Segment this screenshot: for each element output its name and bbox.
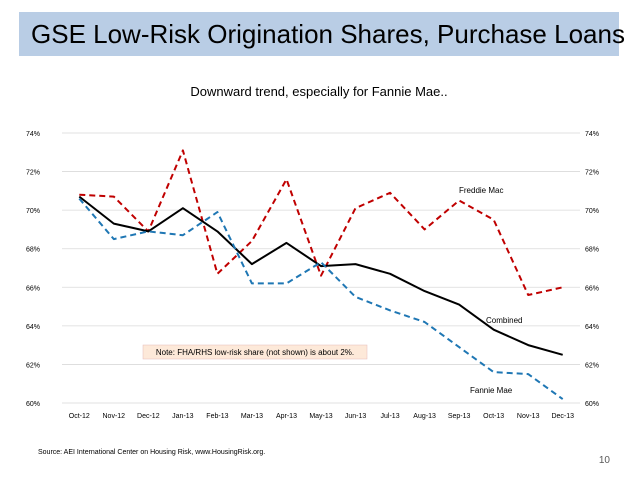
right-axis-ticks: 60% 62% 64% 66% 68% 70% 72% 74% [585, 131, 599, 408]
right-tick-label: 70% [585, 208, 599, 215]
left-tick-label: 70% [26, 208, 40, 215]
label-freddie-mac: Freddie Mac [459, 186, 503, 195]
x-tick-label: Jun-13 [345, 413, 367, 420]
series-line-combined [78, 195, 563, 356]
x-tick-label: Mar-13 [241, 413, 263, 420]
label-combined: Combined [486, 316, 522, 325]
left-tick-label: 72% [26, 170, 40, 177]
x-tick-label: Nov-13 [517, 413, 540, 420]
x-axis-ticks: Oct-12 Nov-12 Dec-12 Jan-13 Feb-13 Mar-13 Apr-… [69, 413, 574, 420]
x-tick-label: Jul-13 [381, 413, 400, 420]
left-tick-label: 62% [26, 362, 40, 369]
left-tick-label: 74% [26, 131, 40, 138]
source-note: Source: AEI International Center on Hous… [38, 449, 266, 456]
x-tick-label: Aug-13 [413, 413, 436, 420]
x-tick-label: Feb-13 [206, 413, 228, 420]
x-tick-label: Dec-12 [137, 413, 160, 420]
page-number: 10 [598, 455, 610, 466]
x-tick-label: Oct-12 [69, 413, 90, 420]
left-tick-label: 66% [26, 285, 40, 292]
left-axis-ticks: 60% 62% 64% 66% 68% 70% 72% 74% [26, 131, 40, 408]
right-tick-label: 74% [585, 131, 599, 138]
note-box: Note: FHA/RHS low-risk share (not shown)… [142, 344, 368, 360]
slide-title: GSE Low-Risk Origination Shares, Purchas… [19, 12, 625, 56]
right-tick-label: 66% [585, 285, 599, 292]
series-line-fannie-mae [78, 197, 564, 400]
note-background [142, 344, 368, 360]
left-tick-label: 64% [26, 324, 40, 331]
right-tick-label: 62% [585, 362, 599, 369]
series-line-freddie-mac [79, 149, 563, 296]
x-tick-label: Apr-13 [276, 413, 297, 420]
x-tick-label: Dec-13 [551, 413, 574, 420]
x-tick-label: Jan-13 [172, 413, 194, 420]
right-tick-label: 64% [585, 324, 599, 331]
x-tick-label: Sep-13 [448, 413, 471, 420]
right-tick-label: 72% [585, 170, 599, 177]
gridlines [62, 132, 580, 404]
chart-subtitle: Downward trend, especially for Fannie Ma… [190, 84, 448, 99]
x-tick-label: May-13 [309, 413, 332, 420]
right-tick-label: 60% [585, 401, 599, 408]
right-tick-label: 68% [585, 247, 599, 254]
series-lines [78, 149, 564, 400]
note-text: Note: FHA/RHS low-risk share (not shown)… [156, 348, 354, 357]
x-tick-label: Nov-12 [103, 413, 126, 420]
left-tick-label: 68% [26, 247, 40, 254]
x-tick-label: Oct-13 [483, 413, 504, 420]
label-fannie-mae: Fannie Mae [470, 386, 513, 395]
left-tick-label: 60% [26, 401, 40, 408]
